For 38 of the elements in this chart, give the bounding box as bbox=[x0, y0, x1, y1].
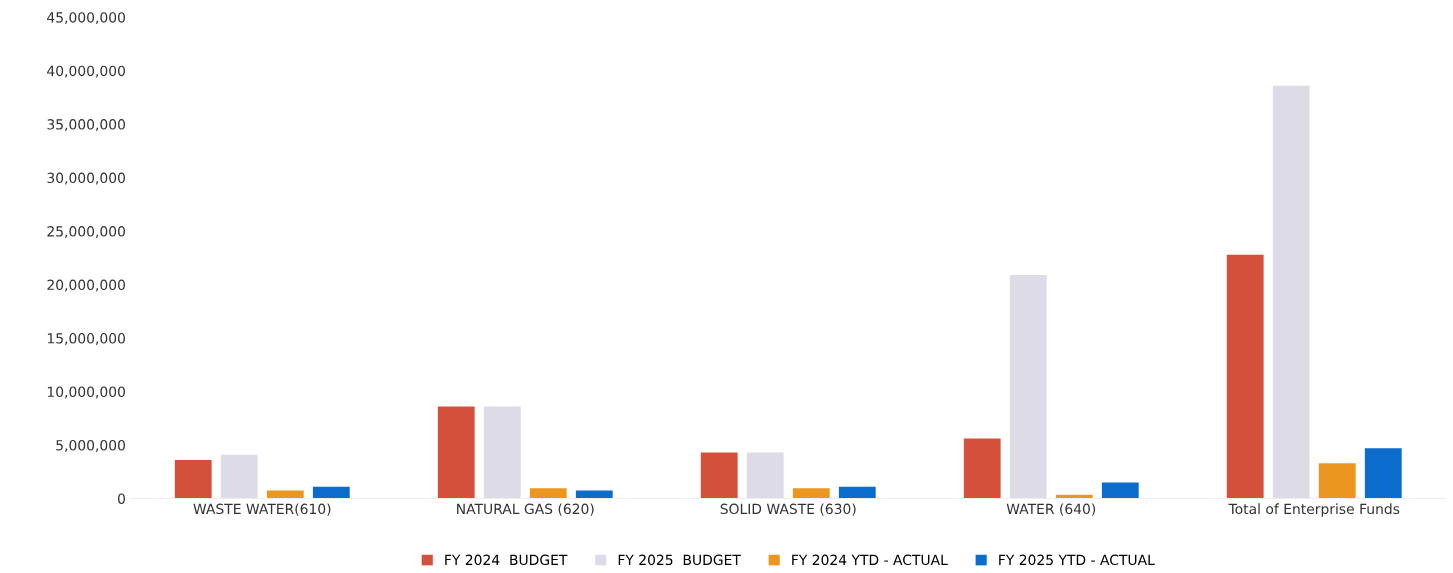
bar bbox=[1226, 254, 1264, 499]
bar bbox=[266, 490, 304, 499]
bar bbox=[1272, 85, 1310, 499]
bar bbox=[838, 486, 876, 499]
legend-label: FY 2025 YTD - ACTUAL bbox=[999, 554, 1155, 566]
bar bbox=[746, 452, 784, 499]
y-tick-label: 30,000,000 bbox=[47, 172, 125, 185]
y-tick-label: 45,000,000 bbox=[47, 12, 125, 25]
y-tick-label: 20,000,000 bbox=[47, 279, 125, 292]
bar bbox=[529, 488, 567, 499]
y-tick-label: 5,000,000 bbox=[56, 440, 125, 452]
y-tick-label: 35,000,000 bbox=[47, 119, 125, 132]
bar bbox=[1364, 448, 1402, 499]
y-tick-label: 25,000,000 bbox=[47, 226, 125, 238]
x-tick-label: SOLID WASTE (630) bbox=[720, 503, 856, 516]
x-tick-label: Total of Enterprise Funds bbox=[1228, 503, 1400, 517]
bar bbox=[483, 406, 521, 499]
y-tick-label: 15,000,000 bbox=[47, 333, 125, 345]
bar bbox=[1009, 274, 1047, 499]
bar bbox=[437, 406, 475, 499]
legend-label: FY 2024 BUDGET bbox=[445, 554, 568, 566]
bar bbox=[1318, 463, 1356, 499]
y-tick-label: 10,000,000 bbox=[47, 386, 125, 399]
bar bbox=[700, 452, 738, 499]
bar bbox=[792, 488, 830, 499]
bar bbox=[220, 454, 258, 499]
x-tick-label: NATURAL GAS (620) bbox=[457, 503, 594, 516]
bar bbox=[174, 460, 212, 499]
bar bbox=[575, 490, 613, 499]
bar bbox=[1101, 482, 1139, 499]
y-tick-label: 40,000,000 bbox=[47, 65, 125, 78]
legend-label: FY 2025 BUDGET bbox=[618, 554, 741, 566]
y-tick-label: 0 bbox=[117, 493, 125, 504]
x-tick-label: WASTE WATER(610) bbox=[193, 503, 331, 516]
x-tick-label: WATER (640) bbox=[1006, 503, 1096, 516]
bar bbox=[312, 486, 350, 499]
legend-label: FY 2024 YTD - ACTUAL bbox=[792, 554, 948, 566]
bar bbox=[963, 438, 1001, 499]
